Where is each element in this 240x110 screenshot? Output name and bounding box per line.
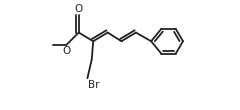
Text: O: O <box>62 46 71 56</box>
Text: O: O <box>75 4 83 14</box>
Text: Br: Br <box>88 80 100 90</box>
